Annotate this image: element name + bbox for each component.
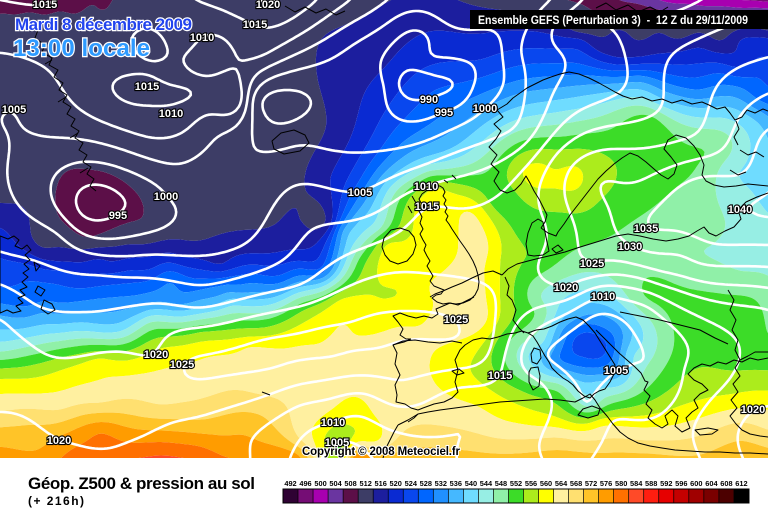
svg-text:560: 560	[540, 479, 552, 488]
svg-text:13:00 locale: 13:00 locale	[13, 35, 150, 62]
svg-text:544: 544	[480, 479, 493, 488]
svg-text:496: 496	[299, 479, 311, 488]
svg-text:1040: 1040	[728, 204, 752, 216]
svg-text:576: 576	[600, 479, 612, 488]
svg-text:564: 564	[555, 479, 568, 488]
svg-text:Ensemble GEFS (Perturbation 3): Ensemble GEFS (Perturbation 3) - 12 Z du…	[478, 13, 748, 27]
svg-text:1035: 1035	[634, 223, 658, 235]
svg-text:1020: 1020	[144, 349, 168, 361]
svg-text:1020: 1020	[256, 0, 280, 11]
svg-text:508: 508	[344, 479, 356, 488]
svg-text:532: 532	[435, 479, 447, 488]
svg-text:520: 520	[390, 479, 402, 488]
svg-text:990: 990	[420, 94, 438, 106]
svg-text:604: 604	[705, 479, 718, 488]
svg-text:1010: 1010	[591, 291, 615, 303]
svg-text:1015: 1015	[488, 370, 512, 382]
svg-text:1005: 1005	[604, 365, 628, 377]
svg-text:Copyright © 2008 Meteociel.fr: Copyright © 2008 Meteociel.fr	[302, 446, 461, 458]
svg-text:(+ 216h): (+ 216h)	[28, 494, 84, 508]
svg-text:608: 608	[720, 479, 732, 488]
svg-text:1000: 1000	[473, 103, 497, 115]
svg-text:1015: 1015	[135, 81, 159, 93]
svg-text:1020: 1020	[47, 435, 71, 447]
svg-text:1010: 1010	[159, 108, 183, 120]
svg-text:492: 492	[284, 479, 296, 488]
svg-text:540: 540	[465, 479, 477, 488]
svg-text:500: 500	[314, 479, 326, 488]
svg-text:Mardi 8 décembre 2009: Mardi 8 décembre 2009	[15, 15, 192, 34]
svg-text:1010: 1010	[321, 417, 345, 429]
svg-text:536: 536	[450, 479, 462, 488]
svg-text:512: 512	[360, 479, 372, 488]
svg-text:995: 995	[109, 210, 127, 222]
svg-text:572: 572	[585, 479, 597, 488]
svg-text:612: 612	[735, 479, 747, 488]
svg-text:1000: 1000	[154, 191, 178, 203]
svg-text:548: 548	[495, 479, 507, 488]
svg-text:588: 588	[645, 479, 657, 488]
svg-text:1025: 1025	[444, 314, 468, 326]
svg-text:1010: 1010	[414, 181, 438, 193]
svg-text:516: 516	[375, 479, 387, 488]
svg-text:Géop. Z500 & pression au sol: Géop. Z500 & pression au sol	[28, 474, 255, 493]
svg-text:1005: 1005	[325, 437, 349, 449]
svg-text:1020: 1020	[554, 282, 578, 294]
svg-text:1025: 1025	[580, 258, 604, 270]
svg-text:1025: 1025	[170, 359, 194, 371]
svg-text:1015: 1015	[415, 201, 439, 213]
svg-text:1010: 1010	[190, 32, 214, 44]
svg-text:995: 995	[435, 107, 453, 119]
svg-text:1015: 1015	[33, 0, 57, 11]
svg-text:580: 580	[615, 479, 627, 488]
svg-text:600: 600	[690, 479, 702, 488]
svg-text:552: 552	[510, 479, 522, 488]
svg-text:524: 524	[405, 479, 418, 488]
svg-text:1020: 1020	[741, 404, 765, 416]
svg-text:556: 556	[525, 479, 537, 488]
svg-text:1030: 1030	[618, 241, 642, 253]
svg-text:596: 596	[675, 479, 687, 488]
svg-text:592: 592	[660, 479, 672, 488]
svg-text:528: 528	[420, 479, 432, 488]
svg-text:504: 504	[329, 479, 342, 488]
svg-text:1005: 1005	[348, 187, 372, 199]
svg-text:1005: 1005	[2, 104, 26, 116]
svg-text:568: 568	[570, 479, 582, 488]
svg-text:584: 584	[630, 479, 643, 488]
svg-text:1015: 1015	[243, 19, 267, 31]
